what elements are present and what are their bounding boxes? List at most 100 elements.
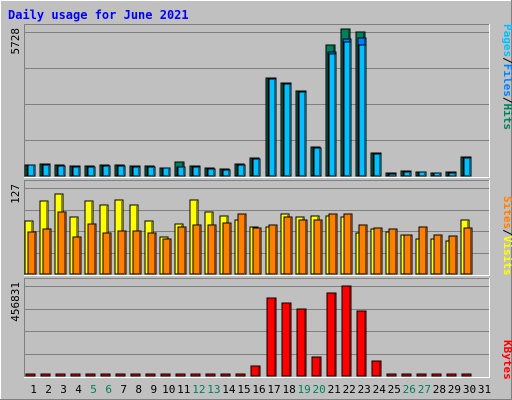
bar-kbytes-day-22 — [341, 285, 352, 377]
day-label: 25 — [388, 383, 401, 396]
bar-pages-day-4 — [72, 166, 81, 177]
bar-sites-day-14 — [222, 222, 232, 275]
day-label: 18 — [282, 383, 295, 396]
bar-pages-day-30 — [463, 157, 472, 177]
day-label: 29 — [448, 383, 461, 396]
bar-pages-day-6 — [102, 165, 111, 177]
bar-kbytes-day-17 — [266, 297, 277, 377]
side-label-part: KBytes — [501, 340, 512, 380]
bar-sites-day-28 — [433, 234, 443, 275]
bar-pages-day-26 — [403, 171, 412, 177]
side-label-part: Sites — [501, 196, 512, 229]
day-label: 11 — [177, 383, 190, 396]
bar-kbytes-day-11 — [175, 373, 186, 377]
bar-pages-day-27 — [418, 171, 427, 177]
bar-pages-day-15 — [237, 164, 246, 177]
day-axis-labels: 1 2 3 4 5 6 7 8 9 10 11 12 13 14 15 16 17 18 19 20 21 22 23 24 2… — [30, 383, 491, 396]
bar-pages-day-5 — [87, 166, 96, 177]
day-label: 16 — [252, 383, 265, 396]
bar-sites-day-27 — [418, 226, 428, 275]
day-label: 4 — [75, 383, 82, 396]
y-max-label: 127 — [9, 184, 22, 204]
bar-kbytes-day-29 — [446, 373, 457, 377]
bar-sites-day-15 — [237, 213, 247, 275]
panel-hits-files-pages: 5728 — [9, 24, 490, 178]
bar-pages-day-1 — [27, 164, 36, 177]
bar-sites-day-29 — [448, 235, 458, 275]
bar-pages-day-22 — [343, 41, 352, 177]
bar-sites-day-19 — [298, 219, 308, 275]
bar-kbytes-day-6 — [100, 373, 111, 377]
bar-kbytes-day-21 — [326, 292, 337, 377]
bar-sites-day-21 — [328, 213, 338, 275]
side-label-mid: Sites/Visits — [501, 196, 512, 276]
bar-pages-day-10 — [162, 167, 171, 177]
bar-kbytes-day-18 — [281, 302, 292, 377]
bar-kbytes-day-19 — [296, 308, 307, 377]
bar-pages-day-28 — [433, 172, 442, 177]
bar-kbytes-day-8 — [130, 373, 141, 377]
bar-kbytes-day-16 — [250, 365, 261, 377]
bar-kbytes-day-26 — [401, 373, 412, 377]
day-label: 14 — [222, 383, 236, 396]
day-label: 22 — [343, 383, 356, 396]
side-label-part: / — [501, 57, 512, 64]
bar-pages-day-16 — [252, 158, 261, 177]
bar-sites-day-3 — [57, 211, 67, 275]
day-label: 28 — [433, 383, 446, 396]
bar-kbytes-day-28 — [431, 373, 442, 377]
chart-panels: 5728 127 456831 — [9, 24, 490, 378]
bar-pages-day-25 — [388, 173, 397, 177]
bar-pages-day-18 — [283, 83, 292, 177]
day-label: 13 — [207, 383, 220, 396]
day-label: 15 — [237, 383, 250, 396]
bar-kbytes-day-14 — [220, 373, 231, 377]
bar-kbytes-day-27 — [416, 373, 427, 377]
bar-sites-day-5 — [87, 223, 97, 275]
bar-pages-day-29 — [448, 172, 457, 177]
bar-sites-day-4 — [72, 236, 82, 275]
bar-kbytes-day-9 — [145, 373, 156, 377]
day-label: 12 — [192, 383, 205, 396]
bar-kbytes-day-1 — [25, 373, 36, 377]
side-label-part: / — [501, 97, 512, 104]
day-label: 30 — [463, 383, 476, 396]
bar-pages-day-3 — [57, 165, 66, 177]
day-label: 7 — [120, 383, 127, 396]
series-sites — [27, 211, 473, 275]
day-label: 17 — [267, 383, 280, 396]
bar-sites-day-23 — [358, 224, 368, 275]
side-label-bot: KBytes — [501, 340, 512, 380]
day-label: 8 — [135, 383, 142, 396]
bar-kbytes-day-5 — [85, 373, 96, 377]
day-label: 10 — [162, 383, 175, 396]
bar-kbytes-day-23 — [356, 310, 367, 377]
side-label-part: Files — [501, 64, 512, 97]
y-max-label: 5728 — [9, 28, 22, 55]
bar-sites-day-2 — [42, 228, 52, 275]
bar-sites-day-6 — [102, 232, 112, 275]
bar-sites-day-11 — [177, 226, 187, 275]
bar-sites-day-10 — [162, 238, 172, 275]
bar-sites-day-22 — [343, 213, 353, 275]
bar-pages-day-7 — [117, 165, 126, 177]
day-label: 21 — [328, 383, 341, 396]
day-label: 31 — [478, 383, 491, 396]
day-label: 3 — [60, 383, 67, 396]
panel-kbytes: 456831 — [9, 278, 490, 378]
bar-sites-day-9 — [147, 232, 157, 275]
day-label: 20 — [312, 383, 325, 396]
bar-sites-day-18 — [283, 216, 293, 275]
bar-pages-day-8 — [132, 166, 141, 177]
bar-pages-day-17 — [268, 78, 277, 177]
bar-pages-day-11 — [177, 166, 186, 177]
bar-sites-day-17 — [268, 224, 278, 275]
bar-pages-day-19 — [298, 91, 307, 177]
bar-kbytes-day-24 — [371, 360, 382, 377]
bar-pages-day-24 — [373, 153, 382, 177]
bar-kbytes-day-30 — [461, 373, 472, 377]
day-label: 27 — [418, 383, 431, 396]
side-label-part: Pages — [501, 24, 512, 57]
